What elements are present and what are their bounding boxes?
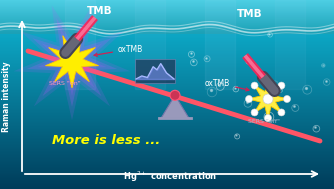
Text: oxTMB: oxTMB [94, 44, 143, 56]
Text: TMB: TMB [87, 6, 113, 16]
Polygon shape [37, 28, 107, 96]
Text: More is less ...: More is less ... [52, 135, 160, 147]
Circle shape [278, 82, 285, 89]
Circle shape [251, 82, 258, 89]
Polygon shape [161, 95, 189, 118]
FancyBboxPatch shape [135, 59, 175, 83]
Text: oxTMB: oxTMB [205, 78, 249, 91]
Circle shape [265, 77, 272, 84]
Circle shape [251, 109, 258, 116]
Circle shape [263, 94, 273, 104]
Text: SERS "off": SERS "off" [248, 119, 280, 124]
Polygon shape [248, 79, 288, 119]
Circle shape [245, 95, 253, 102]
Polygon shape [27, 18, 117, 107]
Polygon shape [45, 36, 99, 88]
Circle shape [265, 115, 272, 122]
Circle shape [284, 95, 291, 102]
Text: TMB: TMB [237, 9, 263, 19]
Text: Raman intensity: Raman intensity [2, 62, 11, 132]
Text: SERS "on": SERS "on" [49, 81, 81, 86]
Circle shape [278, 109, 285, 116]
Polygon shape [13, 5, 131, 120]
Text: Hg$^{2+}$ concentration: Hg$^{2+}$ concentration [123, 170, 217, 184]
Circle shape [170, 90, 180, 100]
